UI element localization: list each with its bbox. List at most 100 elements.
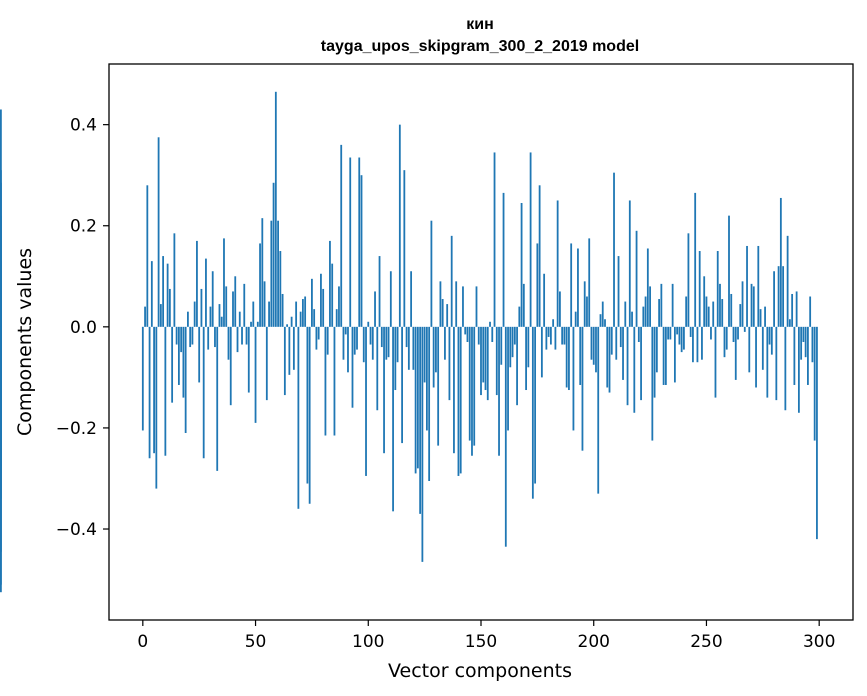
bar-126 [425,326,428,431]
bar-24 [196,240,198,327]
y-tick-label: 0.0 [70,318,97,338]
bar-282 [777,266,780,327]
bar-202 [597,326,600,494]
bar-89 [342,326,345,360]
bar-184 [556,200,559,327]
bar-265 [739,304,742,327]
bar-208 [610,326,613,355]
bar-130 [435,326,437,373]
bar-188 [565,326,568,388]
bar-278 [768,326,771,345]
bar-104 [376,326,379,411]
bar-217 [631,311,633,327]
bar-102 [371,326,374,360]
bar-86 [335,309,338,327]
bar-277 [766,326,769,398]
bar-109 [387,326,390,358]
bar-68 [295,301,298,327]
bar-50 [254,326,257,423]
bar-94 [353,326,356,355]
bar-59 [274,91,277,327]
bar-195 [581,326,584,451]
x-tick-label: 0 [137,632,148,652]
bar-193 [577,248,579,327]
bar-209 [613,172,615,327]
bar-159 [500,326,503,365]
bar-191 [572,326,575,431]
bar-112 [394,326,397,391]
bar-167 [518,306,521,327]
bar-31 [211,271,214,327]
bar-25 [198,326,201,383]
bar-118 [407,326,410,370]
bar-6 [155,326,158,489]
bar-57 [270,220,273,327]
bar-33 [216,326,219,471]
bar-218 [633,326,636,413]
bar-235 [671,283,674,327]
bar-76 [313,309,316,327]
bar-225 [649,286,651,327]
bar-264 [737,326,739,340]
bar-255 [716,251,719,327]
bar-252 [710,326,712,340]
bar-146 [471,326,473,456]
bar-139 [455,281,458,327]
bar-61 [279,251,282,327]
bar-21 [189,326,192,348]
bar-138 [453,326,455,454]
bar-294 [804,326,807,358]
bar-176 [538,185,541,327]
bar-275 [761,326,764,370]
bar-293 [802,326,805,342]
bar-257 [721,299,724,327]
bar-69 [297,326,300,509]
bar-8 [159,304,162,327]
chart-title-line2: tayga_upos_skipgram_300_2_2019 model [321,38,639,55]
bar-192 [574,311,577,327]
bar-49 [252,301,255,327]
bar-56 [268,301,270,327]
bar-16 [177,326,180,385]
bar-117 [405,326,408,348]
bar-82 [326,326,329,355]
bar-219 [635,230,638,327]
bar-198 [588,238,591,327]
bar-243 [689,326,692,337]
bar-71 [301,299,304,327]
bar-120 [412,326,415,370]
bar-158 [498,326,500,456]
bar-259 [725,326,728,350]
bar-80 [322,288,325,327]
bar-116 [403,170,406,327]
bar-132 [439,281,442,327]
bar-216 [628,200,631,327]
bar-148 [475,286,478,327]
bar-261 [730,293,733,327]
bar-256 [719,283,721,327]
bar-242 [687,233,690,327]
bar-53 [261,218,264,327]
bar-291 [797,326,800,413]
bar-156 [493,152,496,327]
bar-67 [292,326,295,370]
bar-124 [421,326,424,562]
x-tick-label: 150 [465,632,497,652]
bar-39 [229,326,232,406]
bar-113 [396,326,399,363]
bar-73 [306,326,309,484]
bar-38 [227,326,230,360]
bar-178 [543,273,546,327]
bar-64 [286,324,289,327]
bar-75 [311,278,313,327]
bar-186 [561,326,564,345]
bar-227 [653,326,656,398]
bar-180 [547,326,550,337]
bar-85 [333,326,336,436]
bar-22 [191,326,194,345]
bar-48 [250,321,252,327]
bar-246 [696,326,699,363]
bar-105 [378,256,381,327]
y-tick-label: 0.2 [70,217,97,237]
x-tick-label: 50 [245,632,267,652]
